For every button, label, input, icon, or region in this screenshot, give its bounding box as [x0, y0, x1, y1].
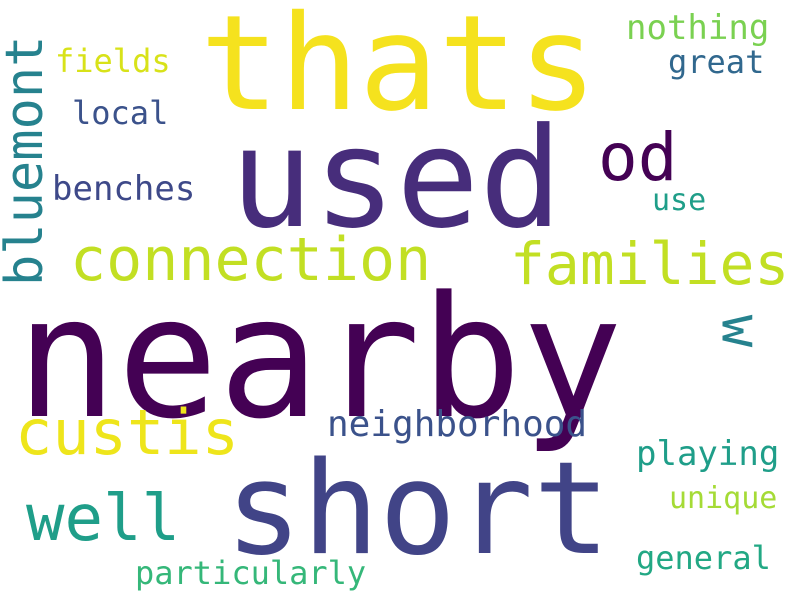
word-unique: unique: [669, 481, 778, 516]
word-used: used: [230, 98, 563, 259]
word-w: w: [709, 314, 773, 348]
word-short: short: [225, 435, 611, 584]
word-use: use: [652, 183, 707, 218]
word-benches: benches: [52, 169, 196, 209]
word-particularly: particularly: [135, 554, 367, 592]
word-playing: playing: [636, 434, 780, 474]
word-neighborhood: neighborhood: [327, 404, 588, 445]
word-families: families: [510, 230, 790, 298]
word-od: od: [598, 119, 678, 196]
word-custis: custis: [15, 396, 239, 469]
word-nearby: nearby: [16, 260, 623, 456]
word-great: great: [668, 43, 765, 81]
word-bluemont: bluemont: [0, 35, 55, 286]
word-fields: fields: [55, 42, 171, 80]
word-connection: connection: [70, 225, 432, 295]
word-general: general: [636, 539, 771, 577]
word-well: well: [26, 482, 181, 556]
word-local: local: [72, 94, 169, 132]
word-thats: thats: [200, 0, 598, 141]
word-nothing: nothing: [626, 8, 770, 48]
